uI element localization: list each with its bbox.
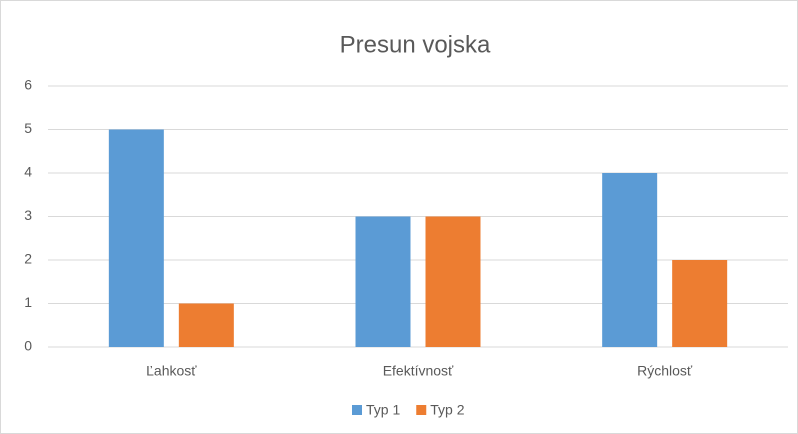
bar	[178, 303, 234, 347]
legend-swatch	[352, 405, 362, 415]
y-tick-label: 3	[24, 207, 32, 223]
bar	[355, 216, 411, 347]
legend-label: Typ 1	[366, 402, 400, 418]
chart-title: Presun vojska	[340, 31, 491, 58]
x-tick-label: Efektívnosť	[383, 363, 454, 379]
x-tick-label: Rýchlosť	[637, 363, 693, 379]
legend-label: Typ 2	[430, 402, 464, 418]
legend-swatch	[416, 405, 427, 415]
y-tick-label: 5	[24, 120, 32, 136]
bar	[602, 173, 658, 347]
y-tick-label: 1	[24, 294, 32, 310]
y-tick-label: 4	[24, 164, 32, 180]
bar	[425, 216, 481, 347]
bar	[672, 260, 728, 347]
y-tick-label: 6	[24, 77, 32, 93]
y-tick-label: 0	[24, 338, 32, 354]
y-tick-label: 2	[24, 251, 32, 267]
bar	[108, 129, 164, 347]
x-tick-label: Ľahkosť	[146, 363, 197, 379]
